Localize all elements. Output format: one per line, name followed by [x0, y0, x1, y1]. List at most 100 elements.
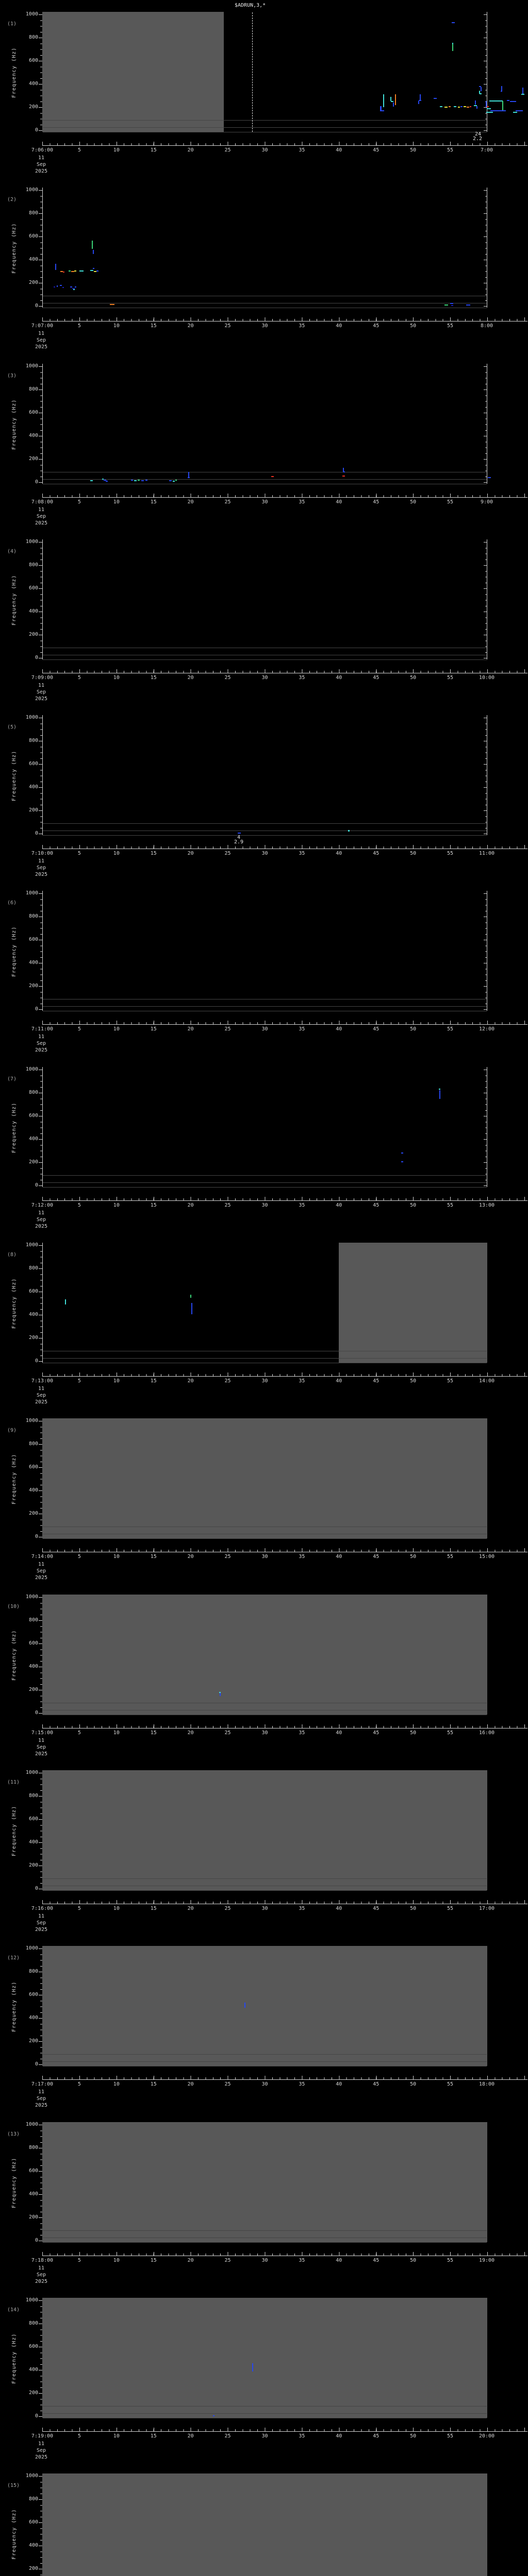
band-limit-line [43, 120, 487, 121]
plot-area[interactable] [42, 539, 527, 659]
x-axis-hour-label: 18:00 [478, 2081, 495, 2087]
detection-mark [219, 1692, 221, 1693]
x-axis-line [42, 145, 527, 146]
detection-mark [55, 264, 56, 270]
y-tick-label: 400 [28, 1839, 38, 1845]
x-tick-label: 40 [336, 1202, 342, 1208]
x-tick-label: 55 [447, 499, 454, 505]
x-axis-date-label: 11 Sep 2025 [35, 683, 48, 702]
detection-mark [476, 106, 477, 109]
x-axis-date-label: 11 Sep 2025 [35, 1210, 48, 1229]
y-tick-label: 800 [28, 386, 38, 393]
y-axis-minor-ticks [40, 893, 42, 1010]
spectrogram-panel: (8) Frequency (Hz) 7:13:00 11 Sep 2025 1… [0, 1231, 528, 1406]
detection-mark [486, 112, 493, 113]
detection-mark [479, 86, 481, 87]
x-axis-line [42, 2079, 527, 2080]
y-axis-minor-ticks [40, 542, 42, 658]
x-axis-minor-ticks [42, 2077, 527, 2079]
x-tick-label: 15 [150, 2258, 157, 2263]
y-tick-label: 0 [35, 1182, 38, 1189]
detection-mark [190, 1295, 191, 1298]
y-tick-label: 400 [28, 81, 38, 87]
detection-mark [213, 2415, 214, 2416]
detection-mark [510, 101, 516, 102]
x-tick-label: 50 [410, 675, 417, 681]
y-tick-label: 600 [28, 2344, 38, 2350]
y-tick-label: 1000 [25, 1418, 38, 1423]
detection-mark [93, 268, 94, 269]
detection-mark [395, 94, 396, 105]
y-tick-label: 600 [28, 2168, 38, 2174]
x-tick-label: 50 [410, 2258, 417, 2263]
x-axis-start-time-label: 7:10:00 [31, 851, 54, 856]
y-axis-title: Frequency (Hz) [11, 1805, 17, 1856]
y-tick-label: 600 [28, 58, 38, 64]
x-tick-label: 40 [336, 675, 342, 681]
y-tick-label: 600 [28, 1113, 38, 1119]
panel-index-label: (14) [7, 2307, 20, 2313]
x-tick-label: 5 [77, 1730, 81, 1736]
x-tick-label: 10 [113, 1026, 120, 1032]
y-tick-label: 0 [35, 1006, 38, 1012]
detection-mark [54, 286, 55, 287]
x-tick-label: 5 [77, 323, 81, 329]
x-tick-label: 35 [299, 2433, 305, 2439]
y-tick-label: 0 [35, 2061, 38, 2067]
y-tick-label: 800 [28, 2145, 38, 2151]
detection-mark [393, 103, 394, 107]
plot-area[interactable] [42, 715, 527, 835]
y-tick-label: 800 [28, 1090, 38, 1096]
x-tick-label: 15 [150, 1906, 157, 1911]
x-tick-label: 15 [150, 675, 157, 681]
spectrogram-panel: (2) Frequency (Hz) 7:07:00 11 Sep 2025 8… [0, 176, 528, 351]
detection-mark [62, 287, 64, 288]
x-tick-label: 55 [447, 1730, 454, 1736]
y-tick-label: 800 [28, 1969, 38, 1975]
x-axis-start-time-label: 7:12:00 [31, 1202, 54, 1208]
y-axis-line [42, 891, 43, 1011]
x-tick-label: 50 [410, 1026, 417, 1032]
x-axis-minor-ticks [42, 1726, 527, 1728]
plot-area[interactable] [42, 891, 527, 1011]
x-tick-label: 35 [299, 1202, 305, 1208]
spectrogram-panel: (14) Frequency (Hz) 7:19:00 11 Sep 2025 … [0, 2286, 528, 2462]
y-axis-minor-ticks [40, 1773, 42, 1889]
detection-mark [434, 98, 437, 99]
right-axis-minor-ticks [485, 718, 487, 834]
x-tick-label: 10 [113, 1202, 120, 1208]
band-limit-line [43, 659, 487, 660]
event-marker-line [252, 12, 253, 132]
detection-mark [343, 471, 345, 472]
detection-mark [501, 86, 502, 91]
y-tick-label: 400 [28, 257, 38, 263]
band-limit-line [43, 1187, 487, 1188]
detection-mark [65, 1299, 66, 1304]
y-tick-label: 1000 [25, 2473, 38, 2479]
x-axis-minor-ticks [42, 495, 527, 497]
detection-mark [487, 106, 489, 107]
x-tick-label: 30 [261, 851, 268, 856]
detection-mark [96, 270, 98, 272]
right-axis-minor-ticks [485, 190, 487, 307]
band-limit-line [43, 835, 487, 836]
detection-mark [502, 101, 503, 111]
plot-area[interactable] [42, 364, 527, 484]
y-axis-minor-ticks [40, 190, 42, 307]
panel-index-label: (10) [7, 1604, 20, 1609]
x-tick-label: 30 [261, 1554, 268, 1560]
x-tick-label: 35 [299, 323, 305, 329]
x-axis-start-time-label: 7:14:00 [31, 1554, 54, 1560]
y-tick-label: 200 [28, 2214, 38, 2221]
x-tick-label: 15 [150, 1730, 157, 1736]
x-tick-label: 5 [77, 2433, 81, 2439]
x-tick-label: 45 [373, 1378, 380, 1384]
y-tick-label: 400 [28, 1664, 38, 1670]
detection-mark [419, 100, 421, 101]
plot-area[interactable] [42, 188, 527, 308]
detection-mark [516, 110, 523, 111]
plot-area[interactable] [42, 1067, 527, 1187]
y-tick-label: 600 [28, 233, 38, 240]
no-data-region [42, 2122, 487, 2242]
detection-mark [57, 285, 58, 287]
